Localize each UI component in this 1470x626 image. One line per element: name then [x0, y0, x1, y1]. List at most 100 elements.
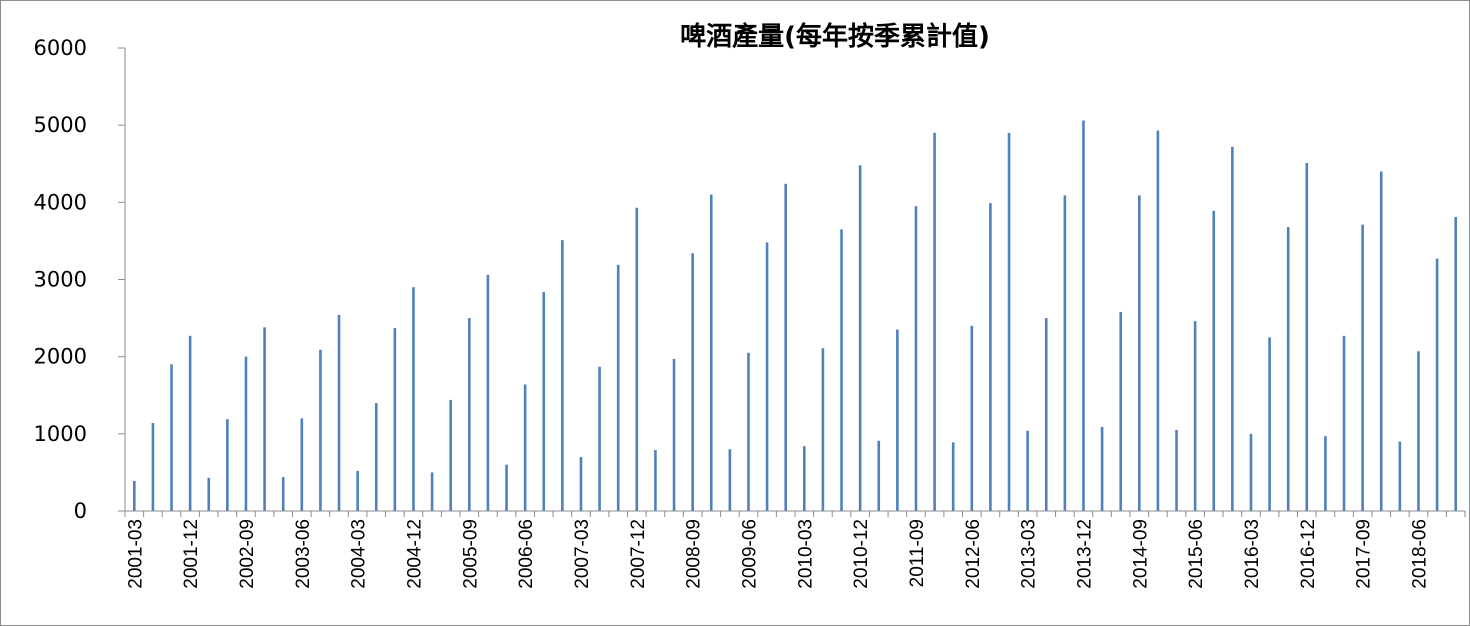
bar [207, 477, 211, 511]
bar [542, 291, 546, 511]
bar [486, 274, 490, 511]
bar [598, 366, 601, 511]
x-tick-label: 2008-09 [684, 519, 705, 589]
bar [1212, 210, 1216, 512]
x-tick-label: 2016-03 [1242, 519, 1263, 589]
bar [1119, 311, 1122, 511]
bar [579, 456, 583, 511]
bar [1249, 433, 1253, 511]
bar [970, 325, 974, 511]
bar-series [133, 120, 1457, 512]
bar [412, 287, 415, 511]
bar [244, 356, 248, 511]
x-tick-label: 2013-12 [1074, 519, 1095, 589]
x-tick-label: 2005-09 [460, 519, 481, 589]
bar [1454, 216, 1457, 511]
x-tick-label: 2017-09 [1354, 519, 1375, 589]
x-tick-label: 2007-03 [572, 519, 593, 589]
bar [356, 470, 359, 511]
bar [1007, 132, 1011, 511]
x-tick-label: 2013-03 [1019, 519, 1040, 589]
bar [1342, 335, 1346, 511]
bar [1100, 426, 1104, 511]
bar [1026, 430, 1029, 511]
bar [1063, 195, 1067, 511]
bar [226, 419, 229, 511]
bar [858, 165, 862, 511]
bar [1175, 429, 1178, 511]
bar [765, 242, 769, 511]
bar [337, 314, 341, 511]
bar [1435, 258, 1439, 511]
bar [709, 194, 713, 511]
bar [933, 132, 936, 511]
bar [1082, 120, 1085, 511]
bar [691, 253, 694, 511]
bar [1286, 227, 1290, 511]
y-tick-label: 2000 [34, 345, 87, 369]
bar [877, 440, 881, 511]
bar [654, 450, 657, 511]
bar [635, 207, 639, 512]
bar [133, 480, 136, 511]
x-tick-label: 2006-06 [516, 519, 537, 589]
bar [1231, 146, 1234, 512]
bar [505, 464, 508, 511]
y-tick-label: 0 [74, 499, 87, 523]
x-tick-label: 2018-06 [1409, 519, 1430, 589]
bar [1417, 351, 1420, 511]
bar [951, 442, 955, 511]
y-tick-label: 4000 [34, 190, 87, 214]
bar [374, 402, 378, 511]
bar [1138, 195, 1141, 511]
bar [784, 183, 787, 511]
bar [1305, 162, 1309, 511]
bar [1379, 171, 1383, 511]
bar [523, 384, 527, 511]
y-tick-label: 5000 [34, 113, 87, 137]
x-tick-label: 2001-03 [125, 519, 146, 589]
bar [747, 352, 750, 511]
bar [1324, 436, 1327, 511]
bar [170, 364, 173, 511]
x-tick-label: 2012-06 [963, 519, 984, 589]
bar [561, 240, 564, 511]
x-tick-label: 2014-09 [1130, 519, 1151, 589]
bar [803, 446, 806, 511]
bar [1044, 318, 1048, 511]
bar [1398, 441, 1402, 511]
bar [151, 423, 155, 511]
x-tick-label: 2001-12 [181, 519, 202, 589]
bar [319, 349, 322, 511]
bar [263, 327, 266, 511]
x-tick-label: 2007-12 [628, 519, 649, 589]
bar [914, 206, 918, 512]
bar [1193, 321, 1197, 511]
bar [989, 203, 992, 512]
bar [393, 328, 397, 511]
y-tick-label: 1000 [34, 422, 87, 446]
bar [1268, 337, 1271, 511]
x-tick-label: 2004-03 [349, 519, 370, 589]
bar [821, 348, 825, 511]
x-tick-label: 2010-12 [851, 519, 872, 589]
bar [616, 264, 620, 511]
bar [728, 449, 732, 511]
bar [449, 399, 452, 511]
x-tick-label: 2015-06 [1186, 519, 1207, 589]
x-axis-ticks: 2001-03 2001-12 2002-09 2003-06 2004-03 2004-… [124, 511, 1466, 589]
bar [896, 329, 899, 511]
x-tick-label: 2016-12 [1298, 519, 1319, 589]
bar [672, 358, 676, 511]
bar [300, 418, 304, 511]
chart-title: 啤酒產量(每年按季累計值) [680, 21, 990, 52]
x-tick-label: 2003-06 [293, 519, 314, 589]
x-tick-label: 2002-09 [237, 519, 258, 589]
y-tick-label: 6000 [34, 36, 87, 60]
bar [468, 318, 471, 511]
x-tick-label: 2009-06 [739, 519, 760, 589]
y-tick-label: 3000 [34, 268, 87, 292]
bar [1156, 130, 1160, 511]
